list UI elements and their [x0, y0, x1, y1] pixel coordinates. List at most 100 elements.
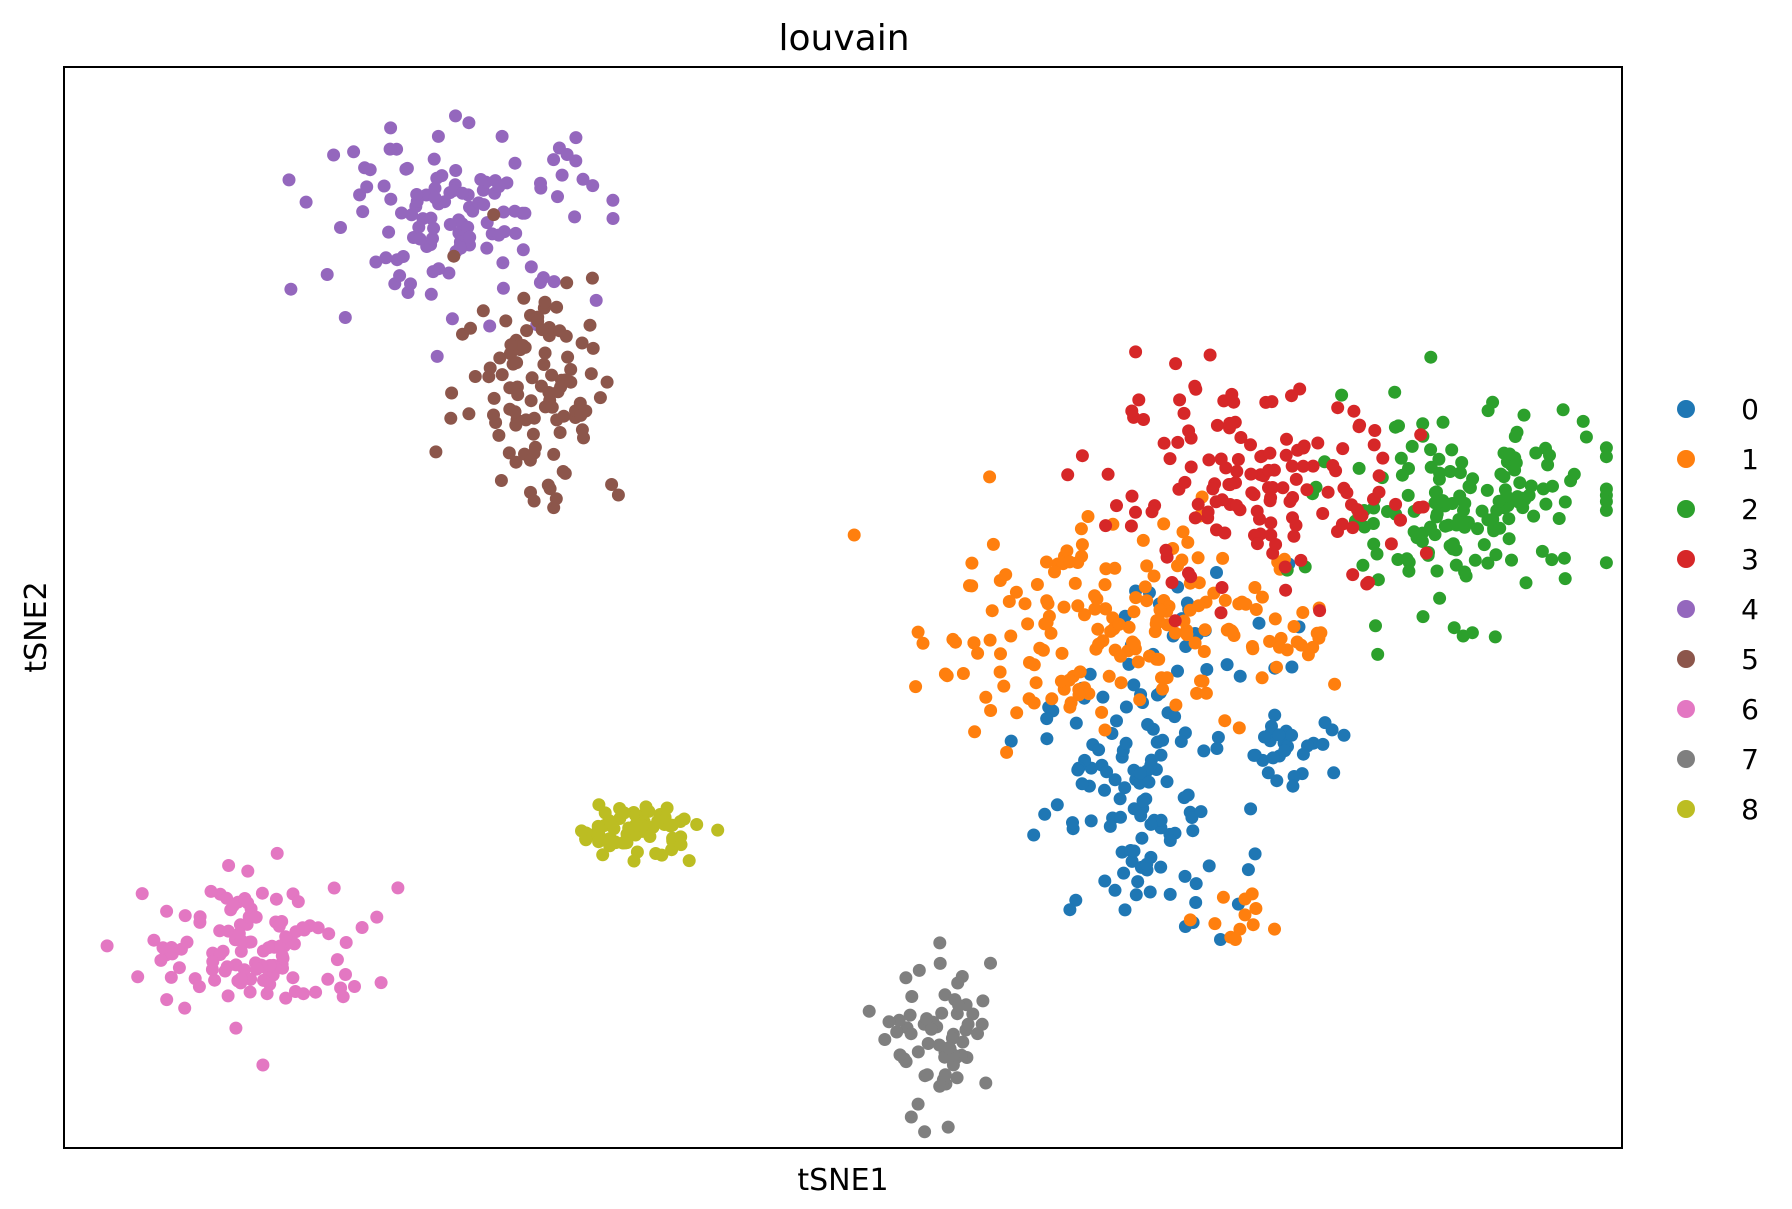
point-cluster-6 [336, 990, 350, 1004]
point-cluster-0 [1160, 775, 1174, 789]
legend-marker-8 [1677, 800, 1695, 818]
legend-marker-6 [1677, 700, 1695, 718]
point-cluster-8 [674, 838, 688, 852]
point-cluster-6 [100, 939, 114, 953]
point-cluster-3 [1335, 517, 1349, 531]
point-cluster-7 [920, 1068, 934, 1082]
point-cluster-3 [1264, 516, 1278, 530]
point-cluster-1 [1071, 599, 1085, 613]
point-cluster-5 [585, 271, 599, 285]
point-cluster-1 [1018, 597, 1032, 611]
point-cluster-0 [1261, 766, 1275, 780]
point-cluster-3 [1188, 511, 1202, 525]
point-cluster-3 [1296, 441, 1310, 455]
point-cluster-3 [1191, 497, 1205, 511]
point-cluster-1 [1268, 612, 1282, 626]
point-cluster-1 [1228, 933, 1242, 946]
point-cluster-0 [1129, 888, 1143, 902]
point-cluster-2 [1481, 404, 1495, 418]
point-cluster-0 [1108, 883, 1122, 897]
point-cluster-4 [396, 250, 410, 263]
point-cluster-4 [551, 190, 564, 204]
point-cluster-2 [1511, 490, 1524, 504]
point-cluster-1 [994, 647, 1007, 661]
point-cluster-3 [1250, 537, 1264, 551]
point-cluster-0 [1084, 814, 1098, 828]
point-cluster-4 [492, 228, 506, 242]
point-cluster-7 [878, 1033, 892, 1046]
point-cluster-1 [1023, 656, 1036, 669]
point-cluster-4 [356, 205, 370, 219]
point-cluster-1 [1044, 626, 1058, 640]
point-cluster-0 [1096, 690, 1110, 704]
point-cluster-2 [1552, 512, 1566, 525]
point-cluster-2 [1599, 495, 1613, 508]
point-cluster-4 [393, 269, 407, 283]
point-cluster-1 [1114, 649, 1127, 663]
point-cluster-1 [993, 665, 1007, 679]
point-cluster-0 [1136, 794, 1150, 808]
point-cluster-4 [461, 220, 475, 234]
point-cluster-5 [527, 411, 541, 425]
point-cluster-2 [1546, 479, 1559, 493]
point-cluster-2 [1369, 619, 1382, 633]
point-cluster-6 [206, 955, 220, 969]
point-cluster-2 [1394, 451, 1408, 465]
point-cluster-8 [660, 801, 674, 815]
point-cluster-5 [535, 323, 549, 337]
point-cluster-4 [589, 293, 603, 307]
point-cluster-7 [933, 936, 947, 950]
point-cluster-6 [249, 910, 263, 924]
point-cluster-2 [1471, 522, 1484, 536]
point-cluster-2 [1367, 537, 1381, 551]
point-cluster-2 [1481, 556, 1495, 570]
point-cluster-1 [1074, 522, 1088, 536]
point-cluster-1 [1263, 634, 1277, 648]
point-cluster-3 [1225, 387, 1239, 401]
point-cluster-2 [1488, 630, 1502, 644]
point-cluster-6 [244, 972, 258, 986]
point-cluster-6 [348, 980, 361, 993]
point-cluster-0 [1117, 866, 1131, 880]
point-cluster-1 [1249, 902, 1263, 915]
point-cluster-1 [1287, 620, 1301, 633]
point-cluster-2 [1502, 532, 1516, 546]
point-cluster-1 [1063, 555, 1077, 569]
point-cluster-4 [568, 210, 582, 224]
point-cluster-0 [1134, 809, 1148, 823]
point-cluster-2 [1519, 576, 1533, 590]
point-cluster-3 [1129, 505, 1142, 519]
point-cluster-3 [1265, 395, 1279, 409]
point-cluster-3 [1173, 393, 1187, 407]
point-cluster-1 [1218, 714, 1232, 728]
point-cluster-4 [474, 173, 488, 186]
point-cluster-1 [1232, 597, 1246, 611]
point-cluster-4 [384, 192, 398, 206]
point-cluster-3 [1280, 432, 1293, 446]
point-cluster-3 [1306, 459, 1320, 473]
point-cluster-4 [480, 241, 494, 255]
legend-marker-4 [1677, 600, 1695, 618]
point-cluster-3 [1075, 449, 1089, 463]
point-cluster-1 [1181, 535, 1195, 549]
point-cluster-6 [131, 970, 145, 984]
point-cluster-4 [547, 153, 561, 167]
point-cluster-0 [1186, 824, 1200, 838]
point-cluster-2 [1438, 519, 1452, 533]
point-cluster-0 [1286, 779, 1300, 793]
point-cluster-3 [1276, 481, 1290, 495]
point-cluster-3 [1372, 469, 1386, 483]
point-cluster-4 [382, 225, 396, 239]
point-cluster-5 [487, 391, 501, 405]
point-cluster-1 [1190, 686, 1204, 700]
point-cluster-6 [322, 927, 336, 941]
point-cluster-4 [427, 152, 441, 166]
point-cluster-4 [508, 156, 522, 170]
point-cluster-1 [1127, 605, 1141, 619]
point-cluster-8 [617, 806, 631, 820]
point-cluster-3 [1283, 495, 1297, 508]
point-cluster-2 [1524, 479, 1538, 493]
point-cluster-1 [1082, 687, 1096, 701]
point-cluster-0 [1194, 805, 1208, 819]
point-cluster-0 [1241, 863, 1255, 877]
